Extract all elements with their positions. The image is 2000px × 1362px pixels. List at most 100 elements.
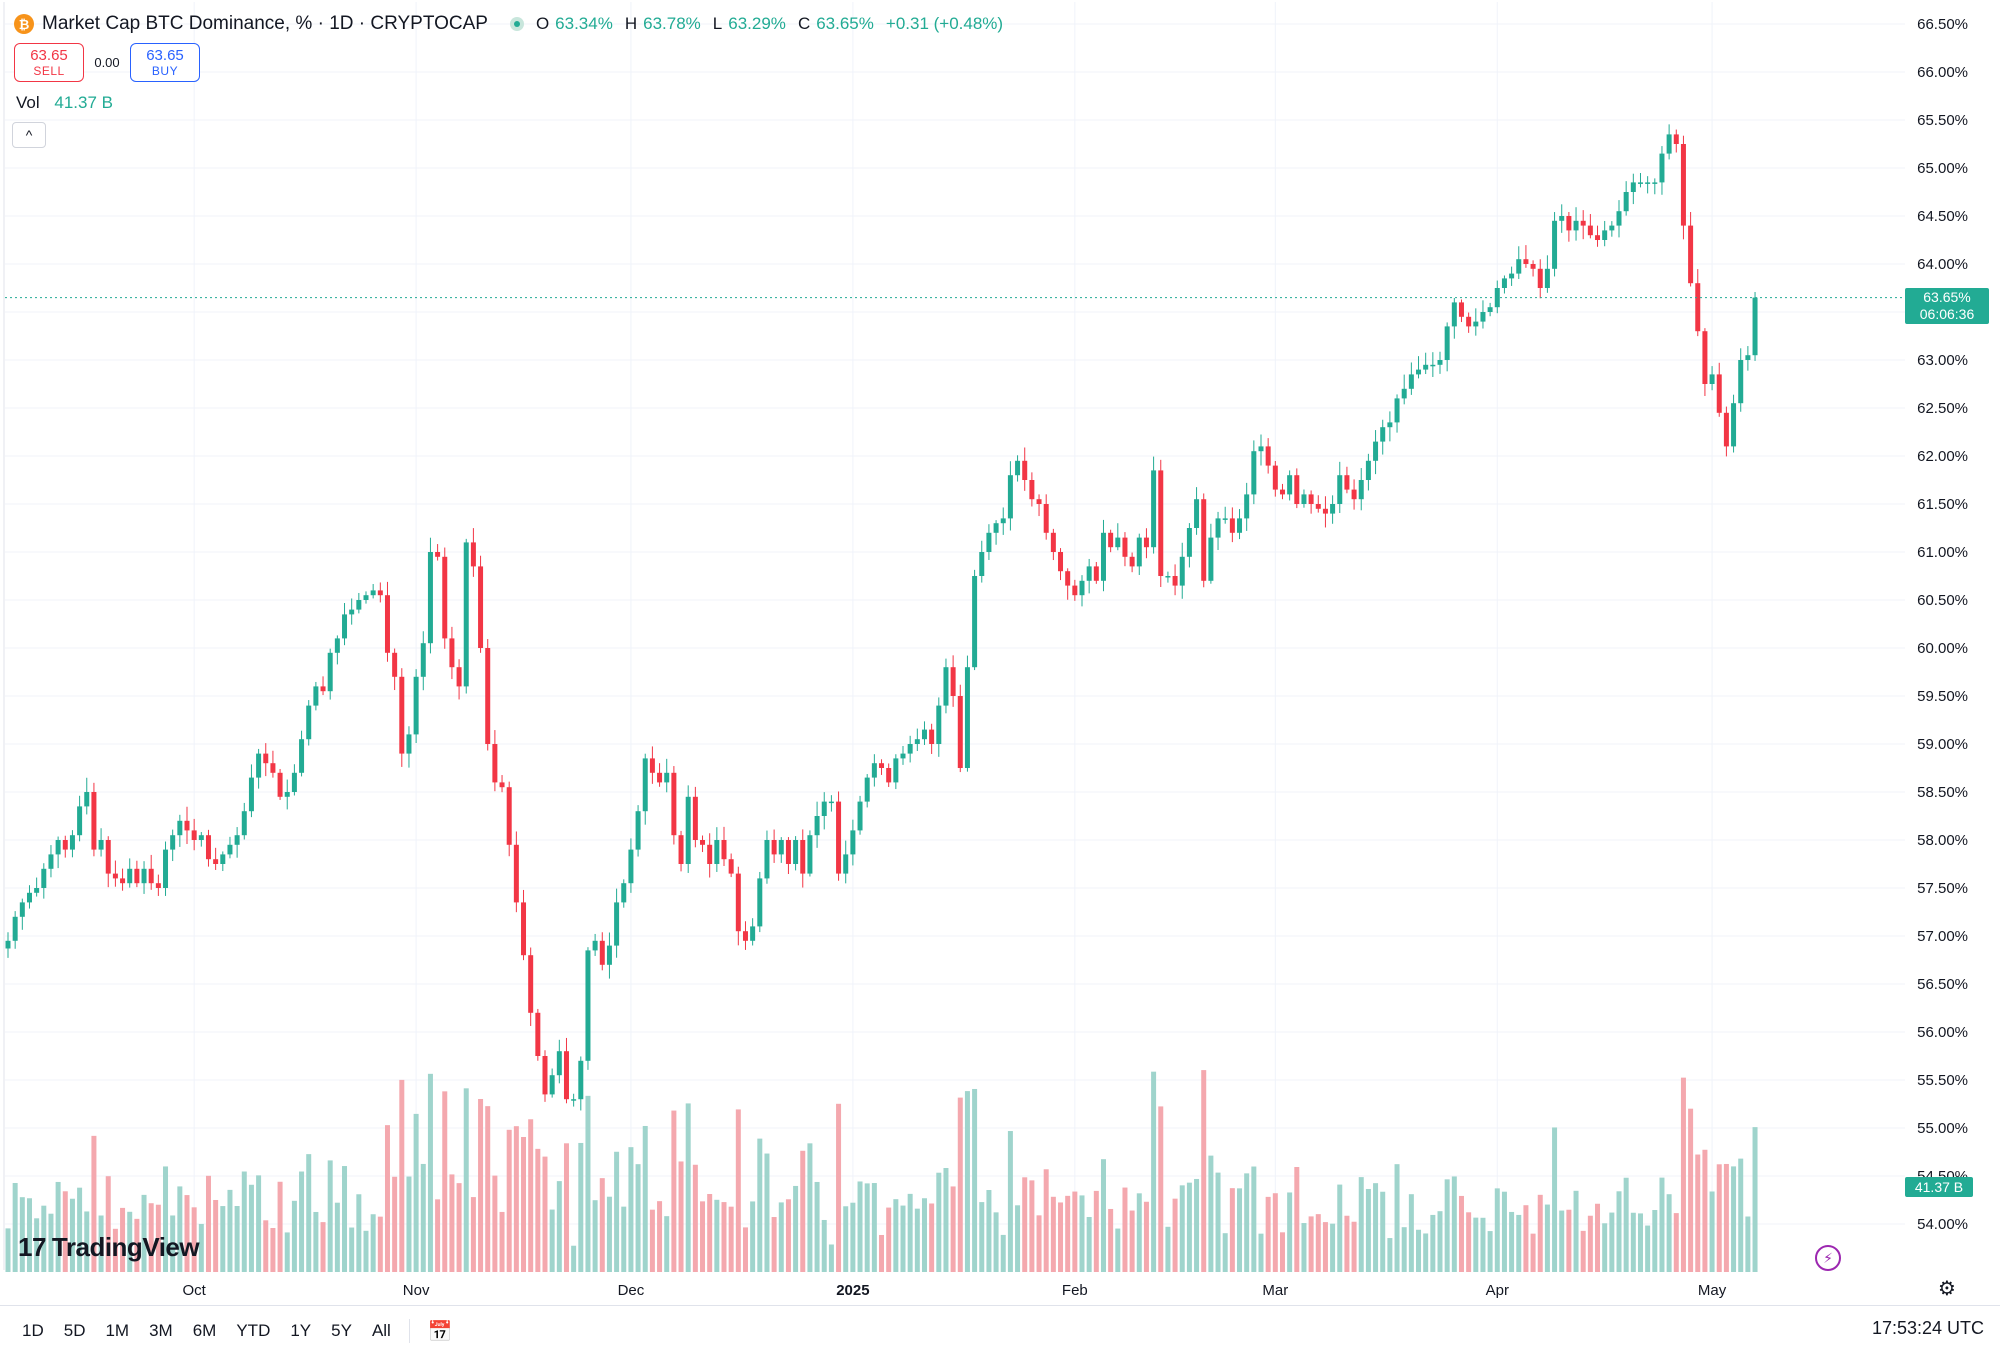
volume-bar bbox=[1050, 1196, 1056, 1272]
market-status-icon[interactable] bbox=[509, 17, 524, 31]
volume-bar bbox=[1738, 1158, 1744, 1272]
time-axis[interactable]: Oct Nov Dec 2025 Feb Mar Apr May bbox=[182, 1282, 1726, 1299]
candle-body bbox=[1000, 518, 1006, 524]
volume-bar bbox=[1351, 1221, 1357, 1272]
last-volume-tag: 41.37 B bbox=[1905, 1177, 1973, 1197]
volume-bar bbox=[1494, 1188, 1500, 1272]
y-tick-label: 58.00% bbox=[1917, 832, 1968, 849]
volume-bar bbox=[399, 1079, 405, 1272]
volume-bar bbox=[198, 1223, 204, 1272]
candle-body bbox=[263, 753, 269, 764]
candle-body bbox=[327, 652, 333, 692]
range-1d-button[interactable]: 1D bbox=[22, 1321, 44, 1340]
candle-body bbox=[1580, 220, 1586, 226]
volume-bar bbox=[1222, 1233, 1228, 1272]
buy-button[interactable]: 63.65 BUY bbox=[130, 43, 200, 82]
range-ytd-button[interactable]: YTD bbox=[236, 1321, 271, 1340]
volume-bar bbox=[1007, 1131, 1013, 1272]
lightning-icon[interactable]: ⚡ bbox=[1815, 1245, 1841, 1271]
volume-bar bbox=[1595, 1203, 1601, 1272]
volume-bar bbox=[649, 1209, 655, 1272]
candle-body bbox=[478, 566, 484, 648]
volume-bar bbox=[1501, 1191, 1507, 1272]
volume-bar bbox=[1616, 1191, 1622, 1272]
candle-body bbox=[700, 840, 706, 845]
candle-body bbox=[1265, 446, 1271, 466]
volume-bar bbox=[1480, 1217, 1486, 1272]
candle-body bbox=[1122, 537, 1128, 557]
volume-bar bbox=[742, 1227, 748, 1272]
candle-body bbox=[1079, 580, 1085, 596]
volume-bar bbox=[1401, 1227, 1407, 1272]
candle-body bbox=[1609, 225, 1615, 231]
candle-body bbox=[1251, 451, 1257, 495]
volume-bar bbox=[1444, 1179, 1450, 1272]
candle-body bbox=[1731, 403, 1737, 447]
candle-body bbox=[1408, 374, 1414, 389]
candle-body bbox=[742, 931, 748, 941]
volume-bar bbox=[1072, 1191, 1078, 1272]
candle-body bbox=[979, 552, 985, 576]
candle-body bbox=[621, 883, 627, 903]
candle-body bbox=[1158, 470, 1164, 576]
candle-body bbox=[105, 840, 111, 874]
volume-legend[interactable]: Vol 41.37 B bbox=[16, 93, 113, 113]
range-5y-button[interactable]: 5Y bbox=[331, 1321, 352, 1340]
price-axis[interactable]: 66.50%66.00%65.50%65.00%64.50%64.00%63.5… bbox=[1917, 16, 1968, 1233]
candle-body bbox=[836, 801, 842, 874]
calendar-goto-icon[interactable]: 📅 bbox=[427, 1320, 453, 1343]
candle-body bbox=[563, 1051, 569, 1100]
volume-bar bbox=[1566, 1209, 1572, 1272]
candle-body bbox=[1709, 374, 1715, 384]
range-6m-button[interactable]: 6M bbox=[192, 1321, 217, 1340]
candle-body bbox=[406, 734, 412, 754]
candle-body bbox=[628, 849, 634, 884]
range-1m-button[interactable]: 1M bbox=[105, 1321, 130, 1340]
gear-icon[interactable]: ⚙ bbox=[1938, 1278, 1956, 1300]
symbol-title[interactable]: Market Cap BTC Dominance, % · 1D · CRYPT… bbox=[42, 13, 488, 34]
range-1y-button[interactable]: 1Y bbox=[290, 1321, 312, 1340]
range-3m-button[interactable]: 3M bbox=[149, 1321, 173, 1340]
candle-body bbox=[549, 1075, 555, 1095]
volume-bar bbox=[907, 1193, 913, 1272]
tradingview-logo[interactable]: 17 TradingView bbox=[18, 1232, 200, 1263]
volume-bar bbox=[1093, 1190, 1099, 1272]
candle-body bbox=[642, 758, 648, 812]
candle-body bbox=[463, 542, 469, 687]
volume-bar bbox=[1086, 1216, 1092, 1272]
candle-body bbox=[198, 835, 204, 840]
candle-body bbox=[470, 542, 476, 567]
volume-bar bbox=[1272, 1193, 1278, 1272]
volume-bar bbox=[1680, 1077, 1686, 1272]
volume-bar bbox=[155, 1204, 161, 1272]
volume-bar bbox=[1580, 1230, 1586, 1272]
volume-bar bbox=[1387, 1238, 1393, 1272]
candle-body bbox=[1365, 460, 1371, 480]
candle-body bbox=[1537, 268, 1543, 288]
volume-bar bbox=[320, 1222, 326, 1272]
candle-body bbox=[864, 777, 870, 802]
range-5d-button[interactable]: 5D bbox=[63, 1321, 86, 1340]
x-tick-label: Nov bbox=[403, 1282, 430, 1299]
volume-bar bbox=[1251, 1166, 1257, 1272]
volume-bar bbox=[1043, 1169, 1049, 1272]
sell-button[interactable]: 63.65 SELL bbox=[14, 43, 84, 82]
volume-bar bbox=[492, 1175, 498, 1272]
candle-body bbox=[1573, 220, 1579, 231]
candle-body bbox=[528, 955, 534, 1013]
volume-bar bbox=[943, 1168, 949, 1272]
volume-bar bbox=[1623, 1177, 1629, 1272]
candle-body bbox=[900, 753, 906, 759]
utc-clock[interactable]: 17:53:24 UTC bbox=[1871, 1318, 1984, 1338]
buy-label: BUY bbox=[151, 63, 179, 78]
toolbar-divider bbox=[408, 1319, 410, 1343]
volume-bar bbox=[1172, 1198, 1178, 1272]
volume-bar bbox=[48, 1213, 54, 1272]
range-all-button[interactable]: All bbox=[371, 1321, 391, 1340]
collapse-legend-button[interactable]: ^ bbox=[12, 122, 46, 148]
volume-bar bbox=[542, 1156, 548, 1272]
volume-bar bbox=[213, 1199, 219, 1272]
candle-body bbox=[592, 940, 598, 951]
volume-bar bbox=[707, 1194, 713, 1272]
